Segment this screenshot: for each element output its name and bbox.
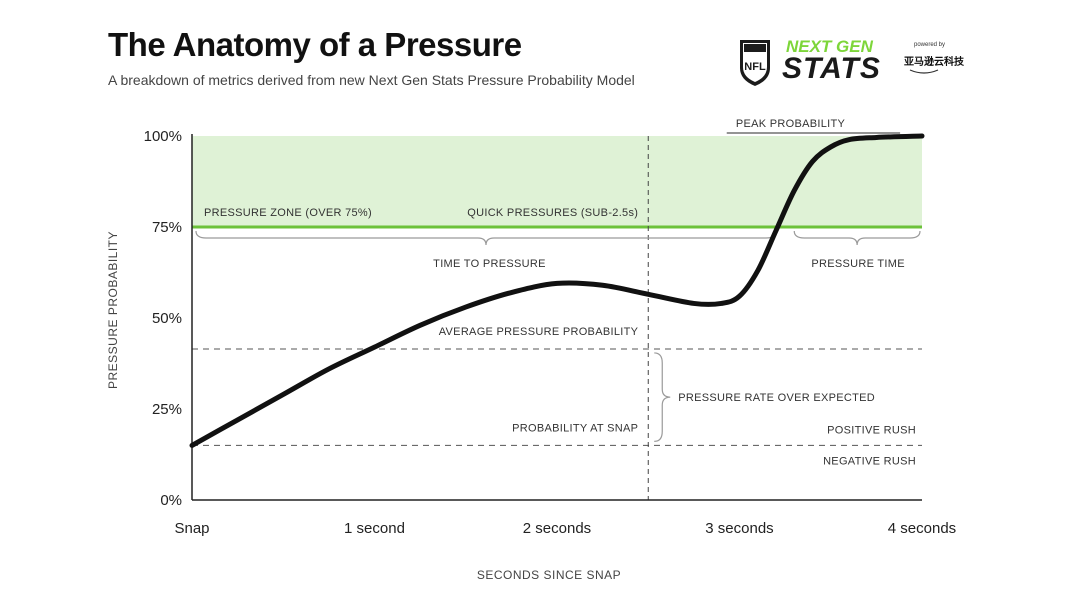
logo-stats: STATS xyxy=(782,52,881,85)
y-tick-label: 100% xyxy=(144,128,182,145)
annotation-average-pressure-probability: AVERAGE PRESSURE PROBABILITY xyxy=(439,326,639,338)
x-tick-label: 2 seconds xyxy=(523,520,591,537)
y-tick-label: 25% xyxy=(152,401,182,418)
pressure-time-brace xyxy=(793,230,921,246)
x-tick-label: 4 seconds xyxy=(888,520,956,537)
annotation-probability-at-snap: PROBABILITY AT SNAP xyxy=(512,422,638,434)
y-tick-label: 75% xyxy=(152,219,182,236)
x-axis-title: SECONDS SINCE SNAP xyxy=(477,568,621,582)
nfl-text: NFL xyxy=(744,61,766,73)
annotation-time-to-pressure: TIME TO PRESSURE xyxy=(433,258,546,270)
logo-next-gen: NEXT GEN xyxy=(786,37,874,56)
y-axis-title: PRESSURE PROBABILITY xyxy=(106,231,120,389)
time-to-pressure-brace xyxy=(195,230,777,246)
x-tick-label: 3 seconds xyxy=(705,520,773,537)
next-gen-stats-logo: NFL NEXT GEN STATS powered by 亚马逊云科技 xyxy=(740,37,965,86)
sponsor-smile-icon xyxy=(909,69,939,74)
logo-sponsor: 亚马逊云科技 xyxy=(904,55,965,68)
annotation-peak-probability: PEAK PROBABILITY xyxy=(736,118,846,130)
y-tick-label: 50% xyxy=(152,310,182,327)
y-tick-label: 0% xyxy=(160,492,182,509)
x-tick-label: Snap xyxy=(174,520,209,537)
page-title: The Anatomy of a Pressure xyxy=(108,26,522,63)
annotation-pressure-zone: PRESSURE ZONE (OVER 75%) xyxy=(204,207,372,219)
x-tick-label: 1 second xyxy=(344,520,405,537)
annotation-pressure-time: PRESSURE TIME xyxy=(811,258,905,270)
page-subtitle: A breakdown of metrics derived from new … xyxy=(108,72,635,88)
pressure-rate-over-expected-brace xyxy=(654,352,671,442)
annotation-quick-pressures: QUICK PRESSURES (SUB-2.5s) xyxy=(467,207,638,219)
logo-powered-by: powered by xyxy=(914,42,945,48)
nfl-shield-icon: NFL xyxy=(740,40,770,86)
annotation-positive-rush: POSITIVE RUSH xyxy=(827,424,916,436)
annotation-pressure-rate-over-expected: PRESSURE RATE OVER EXPECTED xyxy=(678,392,875,404)
annotation-negative-rush: NEGATIVE RUSH xyxy=(823,455,916,467)
pressure-probability-line-0 xyxy=(189,133,925,448)
